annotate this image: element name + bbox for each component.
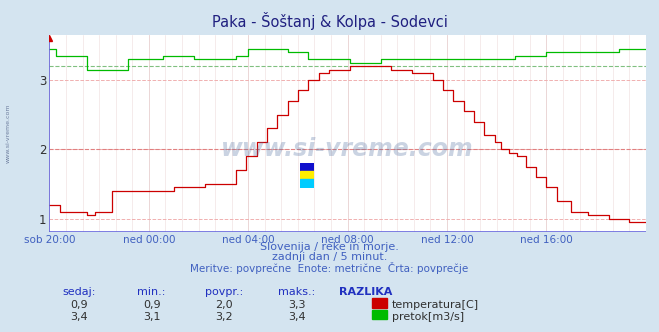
- Text: Slovenija / reke in morje.: Slovenija / reke in morje.: [260, 242, 399, 252]
- Text: 3,2: 3,2: [215, 312, 233, 322]
- Bar: [300, 163, 314, 171]
- Text: min.:: min.:: [137, 287, 166, 297]
- Text: 0,9: 0,9: [143, 300, 160, 310]
- Text: Paka - Šoštanj & Kolpa - Sodevci: Paka - Šoštanj & Kolpa - Sodevci: [212, 12, 447, 30]
- Text: Meritve: povprečne  Enote: metrične  Črta: povprečje: Meritve: povprečne Enote: metrične Črta:…: [190, 262, 469, 274]
- Text: 2,0: 2,0: [215, 300, 233, 310]
- Bar: [300, 171, 314, 179]
- Text: temperatura[C]: temperatura[C]: [392, 300, 479, 310]
- Text: RAZLIKA: RAZLIKA: [339, 287, 392, 297]
- Text: 3,3: 3,3: [288, 300, 305, 310]
- Text: povpr.:: povpr.:: [205, 287, 243, 297]
- Text: www.si-vreme.com: www.si-vreme.com: [5, 103, 11, 163]
- Text: sedaj:: sedaj:: [63, 287, 96, 297]
- Text: 3,4: 3,4: [71, 312, 88, 322]
- Text: zadnji dan / 5 minut.: zadnji dan / 5 minut.: [272, 252, 387, 262]
- Text: www.si-vreme.com: www.si-vreme.com: [221, 137, 474, 161]
- Text: 3,1: 3,1: [143, 312, 160, 322]
- Text: maks.:: maks.:: [278, 287, 315, 297]
- Text: 0,9: 0,9: [71, 300, 88, 310]
- Text: 3,4: 3,4: [288, 312, 305, 322]
- Bar: [300, 179, 314, 188]
- Text: pretok[m3/s]: pretok[m3/s]: [392, 312, 464, 322]
